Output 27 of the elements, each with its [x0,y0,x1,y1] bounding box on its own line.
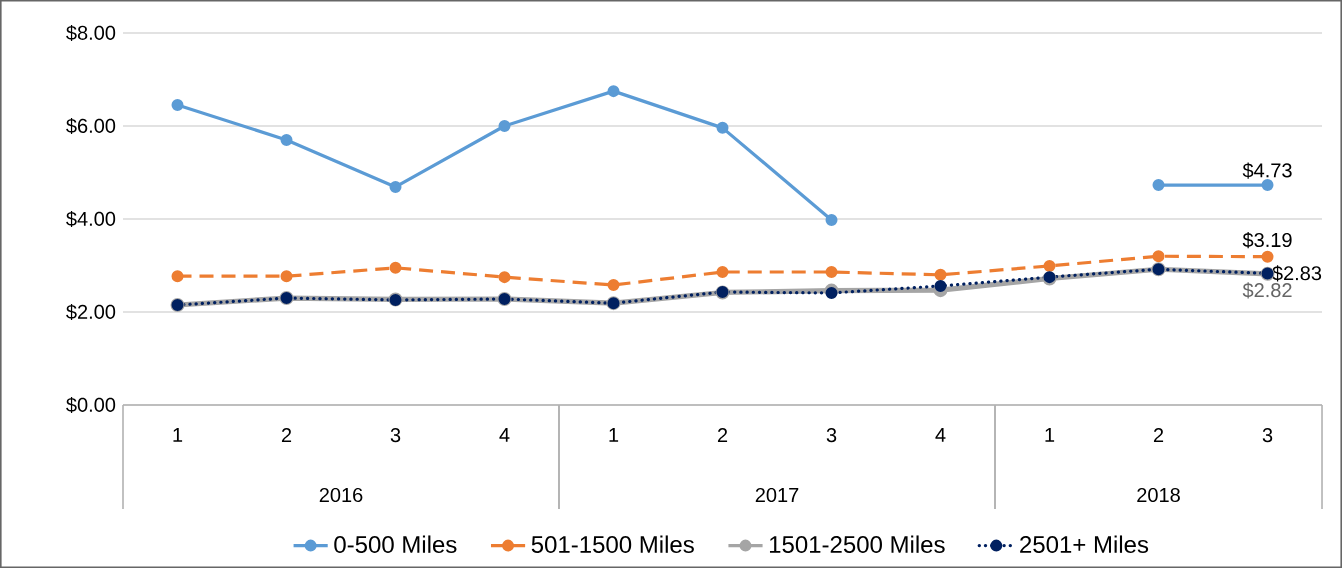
legend-label: 2501+ Miles [1020,535,1149,554]
data-label: $2.82 [1242,282,1292,299]
y-tick-label: $4.00 [66,210,116,228]
legend-label: 501-1500 Miles [531,535,694,554]
x-tick-label: 3 [390,428,401,443]
y-tick-label: $8.00 [66,24,116,42]
text: 2017 [755,487,799,503]
x-tick-label: 1 [609,428,619,442]
y-tick-label: $0.00 [66,396,116,414]
x-tick-label: 1 [173,428,183,442]
data-label: $3.19 [1242,232,1292,249]
x-tick-label: 2 [1153,428,1164,443]
y-tick-label: $6.00 [66,117,116,135]
x-tick-label: 4 [935,428,946,442]
legend-label: 1501-2500 Miles [769,535,945,554]
text: 2016 [319,487,363,503]
data-label: $4.73 [1242,162,1292,179]
y-tick-label: $2.00 [66,303,116,321]
data-label: $2.83 [1272,265,1322,282]
x-tick-label: 2 [281,428,292,443]
text: 2018 [1137,487,1180,503]
x-tick-label: 3 [826,428,837,443]
x-tick-label: 4 [499,428,510,442]
x-tick-label: 2 [717,428,728,443]
x-tick-label: 3 [1262,428,1273,443]
legend-label: 0-500 Miles [334,535,457,554]
x-tick-label: 1 [1045,428,1055,442]
